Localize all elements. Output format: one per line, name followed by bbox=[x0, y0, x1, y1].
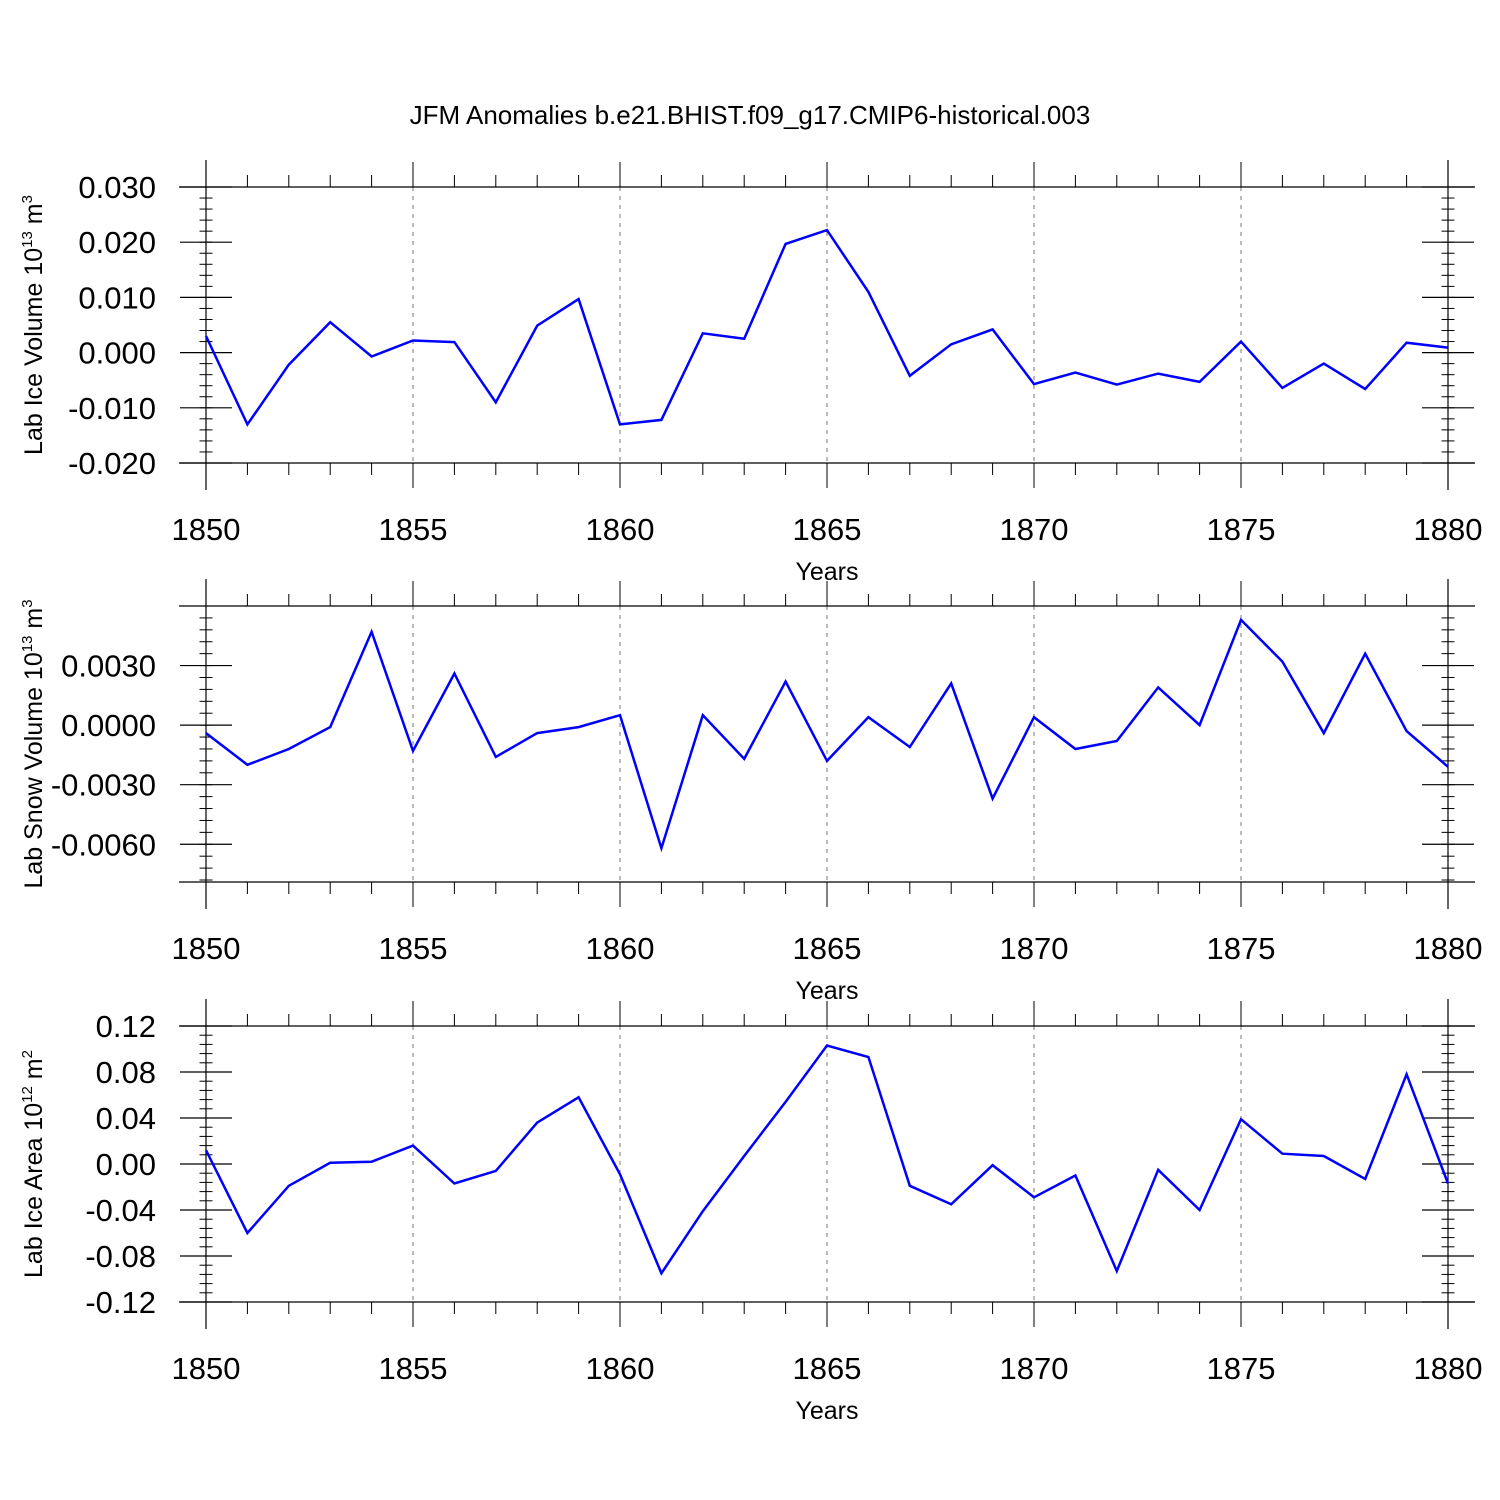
y-tick-label: -0.04 bbox=[85, 1193, 156, 1228]
x-tick-label: 1880 bbox=[1414, 512, 1483, 547]
x-tick-label: 1875 bbox=[1207, 931, 1276, 966]
x-tick-label: 1860 bbox=[586, 1351, 655, 1386]
x-tick-label: 1850 bbox=[172, 1351, 241, 1386]
x-tick-label: 1855 bbox=[379, 1351, 448, 1386]
y-tick-label: 0.00 bbox=[96, 1147, 156, 1182]
x-tick-label: 1870 bbox=[1000, 512, 1069, 547]
y-axis-label: Lab Ice Area 1012 m2 bbox=[19, 1050, 48, 1278]
y-tick-label: -0.12 bbox=[85, 1285, 156, 1320]
panel-3: 1850 1855 1860 1865 1870 1875 1880 Years -0.12 -0… bbox=[19, 999, 1482, 1425]
y-tick-label: 0.12 bbox=[96, 1009, 156, 1044]
y-tick-label: -0.0060 bbox=[51, 827, 156, 862]
y-tick-label: 0.010 bbox=[78, 280, 156, 315]
y-tick-label: -0.08 bbox=[85, 1239, 156, 1274]
x-tick-label: 1875 bbox=[1207, 1351, 1276, 1386]
y-tick-label: 0.0030 bbox=[61, 649, 156, 684]
x-axis-label: Years bbox=[795, 1397, 858, 1425]
x-tick-label: 1865 bbox=[793, 1351, 862, 1386]
y-tick-label: -0.010 bbox=[68, 391, 156, 426]
y-tick-label: 0.000 bbox=[78, 336, 156, 371]
y-tick-label: -0.0030 bbox=[51, 768, 156, 803]
x-tick-label: 1850 bbox=[172, 512, 241, 547]
y-tick-label: 0.0000 bbox=[61, 708, 156, 743]
x-tick-label: 1880 bbox=[1414, 1351, 1483, 1386]
y-tick-label: 0.04 bbox=[96, 1101, 156, 1136]
x-tick-label: 1850 bbox=[172, 931, 241, 966]
series-line bbox=[204, 1044, 1450, 1276]
x-tick-label: 1865 bbox=[793, 931, 862, 966]
panel-2: 1850 1855 1860 1865 1870 1875 1880 Years -0.0060… bbox=[19, 579, 1482, 1005]
x-tick-label: 1860 bbox=[586, 512, 655, 547]
x-axis-label: Years bbox=[795, 977, 858, 1005]
y-tick-label: 0.030 bbox=[78, 170, 156, 205]
x-tick-label: 1860 bbox=[586, 931, 655, 966]
x-tick-label: 1855 bbox=[379, 512, 448, 547]
x-tick-label: 1855 bbox=[379, 931, 448, 966]
x-tick-label: 1870 bbox=[1000, 931, 1069, 966]
series-line bbox=[204, 228, 1449, 427]
x-tick-label: 1865 bbox=[793, 512, 862, 547]
y-tick-label: -0.020 bbox=[68, 446, 156, 481]
y-axis-label: Lab Ice Volume 1013 m3 bbox=[19, 195, 48, 455]
y-tick-label: 0.08 bbox=[96, 1055, 156, 1090]
panel-1: 1850 1855 1860 1865 1870 1875 1880Years-0.020-… bbox=[19, 160, 1482, 586]
y-tick-label: 0.020 bbox=[78, 225, 156, 260]
x-tick-label: 1875 bbox=[1207, 512, 1276, 547]
chart-title: JFM Anomalies b.e21.BHIST.f09_g17.CMIP6-… bbox=[410, 100, 1091, 130]
y-axis-label: Lab Snow Volume 1013 m3 bbox=[19, 599, 48, 888]
x-tick-label: 1880 bbox=[1414, 931, 1483, 966]
x-tick-label: 1870 bbox=[1000, 1351, 1069, 1386]
